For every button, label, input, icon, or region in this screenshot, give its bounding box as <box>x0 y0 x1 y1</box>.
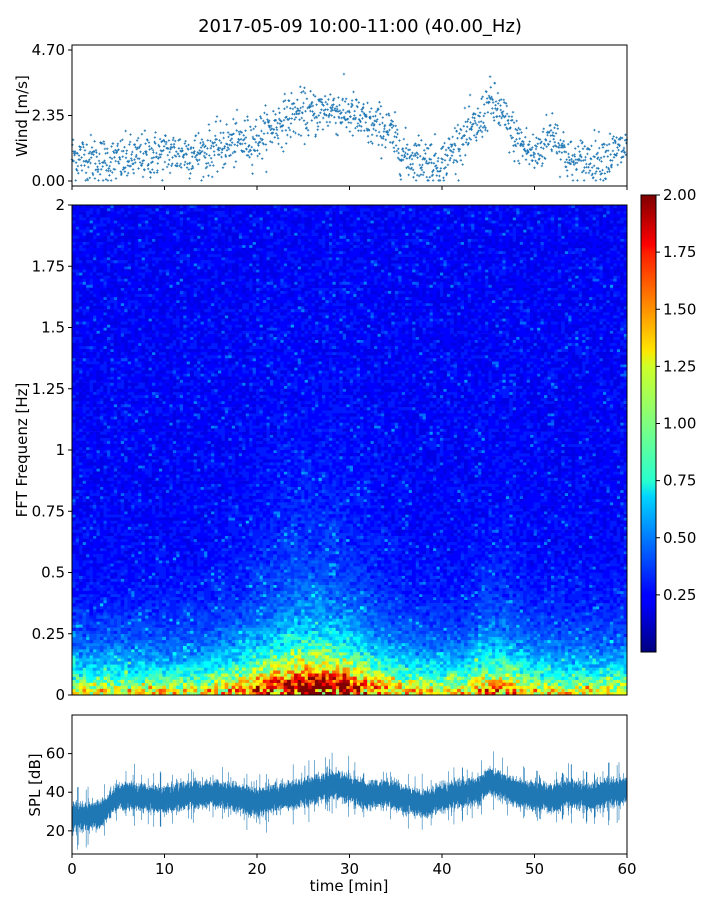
spl-ylabel: SPL [dB] <box>26 753 44 816</box>
spectrogram-ytick-label: 0.25 <box>32 625 65 643</box>
wind-axes-frame <box>71 44 628 187</box>
spl-xtick-label: 0 <box>67 860 77 878</box>
spl-y-ticks: 20 40 60 <box>46 745 72 840</box>
wind-ytick-label: 0.00 <box>32 172 65 190</box>
colorbar-tick-label: 1.00 <box>663 415 696 433</box>
spl-ytick-label: 20 <box>46 822 65 840</box>
spectrogram-cells <box>78 649 624 696</box>
colorbar-tick-label: 1.50 <box>663 300 696 318</box>
spectrogram-cells <box>269 673 517 696</box>
wind-ylabel: Wind [m/s] <box>13 75 31 157</box>
spectrogram-cells <box>72 205 628 592</box>
colorbar-gradient <box>640 194 657 653</box>
wind-scatter <box>70 72 628 182</box>
colorbar-tick-label: 1.25 <box>663 357 696 375</box>
spectrogram-ytick-label: 1.25 <box>32 380 65 398</box>
spl-xtick-label: 10 <box>155 860 174 878</box>
spectrogram-cells <box>75 593 621 687</box>
spectrogram-cells <box>72 584 624 684</box>
spl-x-ticks: 0 10 20 30 40 50 60 <box>67 854 637 878</box>
spectrogram-ytick-label: 2 <box>55 196 65 214</box>
spectrogram-cells <box>72 205 628 656</box>
spl-xlabel: time [min] <box>310 877 389 895</box>
spl-line <box>71 751 628 850</box>
spectrogram-ytick-label: 0 <box>55 686 65 704</box>
colorbar: 0.25 0.50 0.75 1.00 1.25 1.50 1.75 2.00 <box>640 186 696 653</box>
spl-xtick-label: 60 <box>617 860 636 878</box>
colorbar-ticks: 0.25 0.50 0.75 1.00 1.25 1.50 1.75 2.00 <box>656 186 696 604</box>
spl-ytick-label: 40 <box>46 783 65 801</box>
wind-ytick-label: 4.70 <box>32 41 65 59</box>
spectrogram-ytick-label: 1 <box>55 441 65 459</box>
spl-xtick-label: 30 <box>340 860 359 878</box>
wind-panel: 0.00 2.35 4.70 Wind [m/s] <box>13 41 628 190</box>
spectrogram-ytick-label: 1.75 <box>32 257 65 275</box>
colorbar-tick-label: 0.25 <box>663 586 696 604</box>
wind-x-ticks <box>71 186 628 190</box>
spectrogram-ytick-label: 0.75 <box>32 502 65 520</box>
colorbar-tick-label: 1.75 <box>663 243 696 261</box>
spl-panel: 20 40 60 0 10 20 30 40 50 60 SPL [dB] time [min] <box>26 714 637 895</box>
figure-title: 2017-05-09 10:00-11:00 (40.00_Hz) <box>198 16 522 37</box>
spectrogram-cells <box>72 630 624 690</box>
colorbar-tick-label: 2.00 <box>663 186 696 204</box>
spectrogram-ylabel: FFT Frequenz [Hz] <box>13 383 31 518</box>
wind-points <box>70 72 628 182</box>
spl-xtick-label: 50 <box>525 860 544 878</box>
spl-xtick-label: 20 <box>247 860 266 878</box>
spl-ytick-label: 60 <box>46 745 65 763</box>
spectrogram-ytick-label: 0.5 <box>41 564 65 582</box>
colorbar-tick-label: 0.50 <box>663 529 696 547</box>
spectrogram-ytick-label: 1.5 <box>41 319 65 337</box>
spectrogram-heatmap <box>72 205 628 696</box>
spectrogram-panel: 0 0.25 0.5 0.75 1 1.25 1.5 1.75 2 FFT Frequenz [… <box>13 196 628 704</box>
spl-xtick-label: 40 <box>432 860 451 878</box>
wind-y-ticks: 0.00 2.35 4.70 <box>32 41 72 190</box>
spectrogram-cells <box>103 667 586 696</box>
spectrogram-y-ticks: 0 0.25 0.5 0.75 1 1.25 1.5 1.75 2 <box>32 196 72 704</box>
spl-series <box>71 751 628 850</box>
wind-ytick-label: 2.35 <box>32 107 65 125</box>
colorbar-tick-label: 0.75 <box>663 472 696 490</box>
